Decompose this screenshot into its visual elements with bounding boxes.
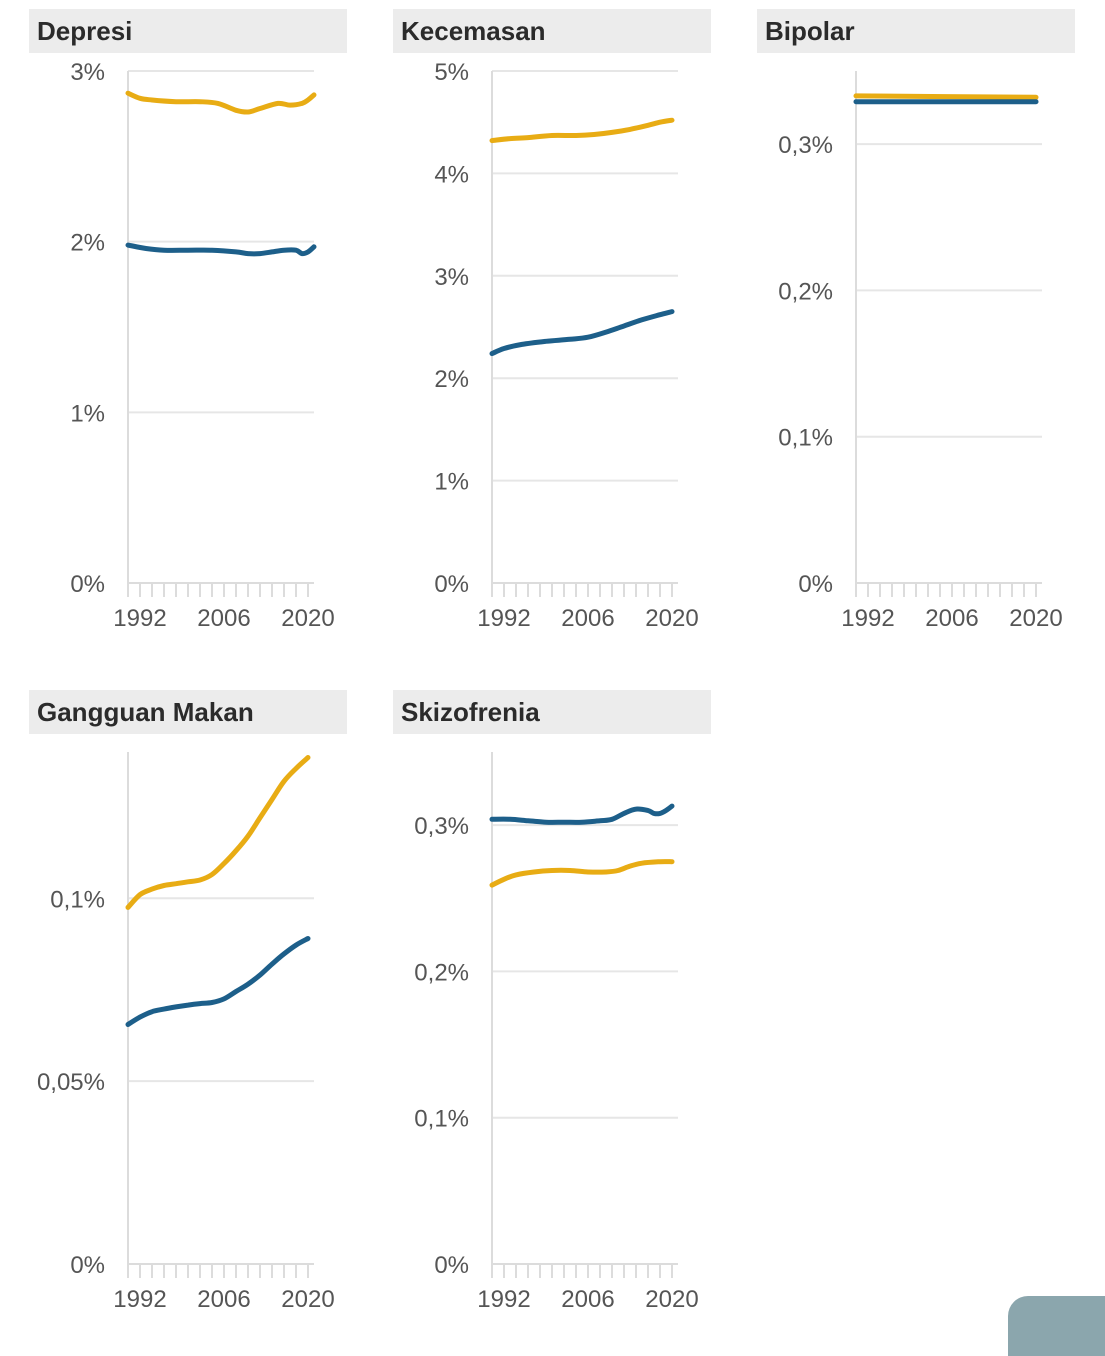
chart-title-bar: [29, 690, 347, 734]
x-tick-label: 1992: [113, 1286, 166, 1313]
chart-title: Skizofrenia: [401, 697, 540, 727]
series-line-gold: [489, 117, 675, 144]
x-tick-label: 2020: [645, 1286, 698, 1313]
x-tick-label: 2006: [197, 1286, 250, 1313]
y-tick-label: 0%: [434, 1252, 469, 1279]
x-tick-label: 2020: [281, 605, 334, 632]
y-tick-label: 0%: [70, 571, 105, 598]
series-line-blue: [489, 803, 675, 825]
corner-tab[interactable]: [1008, 1296, 1105, 1356]
y-tick-label: 5%: [434, 59, 469, 86]
x-tick-label: 2006: [925, 605, 978, 632]
y-tick-label: 0%: [798, 571, 833, 598]
x-tick-label: 1992: [841, 605, 894, 632]
x-tick-label: 2006: [561, 605, 614, 632]
chart-panel: Bipolar 0% 0,1% 0,2% 0,3% 1992 2006 2020: [757, 9, 1075, 632]
x-tick-label: 2006: [197, 605, 250, 632]
chart-title: Depresi: [37, 16, 132, 46]
y-tick-label: 0%: [434, 571, 469, 598]
series-line-blue: [489, 309, 675, 357]
chart-title-bar: [29, 9, 347, 53]
chart-title-bar: [757, 9, 1075, 53]
chart-panel: Gangguan Makan 0% 0,05% 0,1% 1992 2006 2020: [29, 690, 347, 1313]
y-tick-label: 2%: [70, 230, 105, 257]
y-tick-label: 1%: [434, 469, 469, 496]
series-line-gold: [125, 755, 311, 910]
y-tick-label: 0,3%: [414, 813, 469, 840]
x-tick-label: 1992: [113, 605, 166, 632]
y-tick-label: 1%: [70, 400, 105, 427]
y-tick-label: 0,05%: [37, 1069, 105, 1096]
y-tick-label: 3%: [70, 59, 105, 86]
x-tick-label: 2006: [561, 1286, 614, 1313]
y-tick-label: 0,1%: [778, 425, 833, 452]
chart-title-bar: [393, 9, 711, 53]
series-line-blue: [125, 242, 317, 257]
y-tick-label: 4%: [434, 161, 469, 188]
x-tick-label: 1992: [477, 1286, 530, 1313]
chart-title: Bipolar: [765, 16, 855, 46]
y-tick-label: 0,3%: [778, 132, 833, 159]
chart-panel: Depresi 0% 1% 2% 3% 1992 2006 2020: [29, 9, 347, 632]
series-line-blue: [125, 936, 311, 1027]
chart-title-bar: [393, 690, 711, 734]
chart-title: Kecemasan: [401, 16, 546, 46]
series-line-gold: [125, 90, 317, 115]
y-tick-label: 0,2%: [414, 959, 469, 986]
y-tick-label: 2%: [434, 366, 469, 393]
y-tick-label: 0%: [70, 1252, 105, 1279]
chart-panel: Skizofrenia 0% 0,1% 0,2% 0,3% 1992 2006 2020: [393, 690, 711, 1313]
y-tick-label: 0,1%: [50, 886, 105, 913]
series-line-gold: [489, 859, 675, 888]
chart-title: Gangguan Makan: [37, 697, 254, 727]
x-tick-label: 2020: [645, 605, 698, 632]
x-tick-label: 2020: [281, 1286, 334, 1313]
x-tick-label: 2020: [1009, 605, 1062, 632]
y-tick-label: 0,2%: [778, 278, 833, 305]
x-tick-label: 1992: [477, 605, 530, 632]
chart-panel: Kecemasan 0% 1% 2% 3% 4% 5% 1992 2006 2020: [393, 9, 711, 632]
y-tick-label: 0,1%: [414, 1106, 469, 1133]
y-tick-label: 3%: [434, 264, 469, 291]
series-line-gold: [853, 93, 1039, 100]
